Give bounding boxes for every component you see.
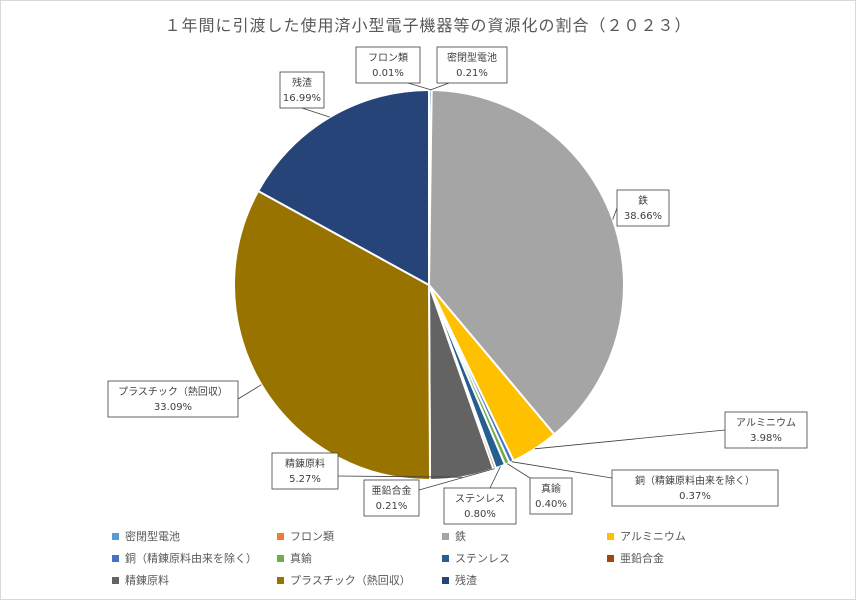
data-label-category: 亜鉛合金 <box>372 484 412 497</box>
data-label-value: 33.09% <box>154 402 192 413</box>
legend-item: 真鍮 <box>277 549 442 567</box>
legend-label: 残渣 <box>455 574 477 587</box>
leader-line-3 <box>612 207 618 220</box>
data-label-value: 0.37% <box>679 491 711 502</box>
legend-label: 精錬原料 <box>125 574 169 587</box>
leader-line-1 <box>430 82 450 91</box>
data-label-category: ステンレス <box>455 494 505 505</box>
legend-label: アルミニウム <box>620 530 686 543</box>
legend-swatch <box>277 576 284 584</box>
data-label-box <box>436 46 508 84</box>
legend-label: ステンレス <box>455 552 510 565</box>
data-label-6: 真鍮 0.40% <box>529 477 573 515</box>
data-label-3: 鉄 38.66% <box>616 189 670 227</box>
legend-label: 真鍮 <box>290 552 312 565</box>
legend-item: アルミニウム <box>607 527 772 545</box>
legend-swatch <box>607 532 614 540</box>
data-label-category: 鉄 <box>638 194 648 207</box>
data-label-9: 精錬原料 5.27% <box>271 452 339 490</box>
data-label-value: 0.21% <box>456 68 488 79</box>
leader-lines <box>237 82 726 491</box>
data-label-11: 残渣 16.99% <box>279 71 325 109</box>
data-label-2: フロン類 0.01% <box>355 46 421 84</box>
legend-swatch <box>112 554 119 562</box>
legend-item: 精錬原料 <box>112 571 277 589</box>
legend-item: 亜鉛合金 <box>607 549 772 567</box>
data-label-box <box>279 71 325 109</box>
legend-swatch <box>277 532 284 540</box>
legend-item: フロン類 <box>277 527 442 545</box>
leader-line-5 <box>511 461 613 479</box>
legend-item: ステンレス <box>442 549 607 567</box>
legend-swatch <box>277 554 284 562</box>
data-label-box <box>107 380 239 418</box>
legend-swatch <box>607 554 614 562</box>
legend-label: 鉄 <box>455 530 466 543</box>
data-label-box <box>724 411 808 449</box>
data-label-box <box>529 477 573 515</box>
pie-slices <box>233 88 625 482</box>
chart-title: １年間に引渡した使用済小型電子機器等の資源化の割合（２０２３） <box>164 16 692 35</box>
data-label-value: 0.40% <box>535 499 567 510</box>
pie-slice-3 <box>427 89 625 436</box>
data-label-box <box>443 487 517 525</box>
data-label-box <box>611 469 779 507</box>
legend-swatch <box>112 576 119 584</box>
data-label-category: 残渣 <box>292 76 312 89</box>
legend-item: 銅（精錬原料由来を除く） <box>112 549 277 567</box>
legend-item: 残渣 <box>442 571 607 589</box>
leader-line-6 <box>506 463 531 479</box>
data-label-value: 38.66% <box>624 211 662 222</box>
leader-line-10 <box>237 384 262 400</box>
data-label-category: フロン類 <box>368 52 408 64</box>
data-label-5: 銅（精錬原料由来を除く） 0.37% <box>611 469 779 507</box>
legend-label: 銅（精錬原料由来を除く） <box>125 552 257 565</box>
legend-swatch <box>442 532 449 540</box>
leader-line-9 <box>337 475 463 478</box>
data-label-category: 真鍮 <box>541 482 561 495</box>
leader-line-11 <box>301 107 330 118</box>
data-label-4: アルミニウム 3.98% <box>724 411 808 449</box>
data-label-value: 5.27% <box>289 474 321 485</box>
legend-swatch <box>442 554 449 562</box>
data-label-category: プラスチック（熱回収） <box>118 385 228 398</box>
leader-line-4 <box>534 429 726 450</box>
data-label-category: 密閉型電池 <box>447 51 497 64</box>
data-label-value: 0.21% <box>376 501 408 512</box>
legend-label: フロン類 <box>290 530 334 543</box>
legend-label: 密閉型電池 <box>125 530 180 543</box>
data-label-value: 3.98% <box>750 433 782 444</box>
data-labels: 密閉型電池 0.21% フロン類 0.01% 鉄 38.66% アルミニウム 3.98% 銅（精… <box>107 46 808 525</box>
pie-slice-10 <box>233 189 432 482</box>
legend-label: 亜鉛合金 <box>620 552 664 565</box>
leader-line-2 <box>407 82 432 91</box>
legend-label: プラスチック（熱回収） <box>290 574 411 587</box>
data-label-box <box>363 479 420 517</box>
data-label-10: プラスチック（熱回収） 33.09% <box>107 380 239 418</box>
legend-swatch <box>442 576 449 584</box>
data-label-category: 銅（精錬原料由来を除く） <box>635 474 755 487</box>
data-label-category: アルミニウム <box>736 417 796 429</box>
data-label-box <box>616 189 670 227</box>
data-label-8: 亜鉛合金 0.21% <box>363 479 420 517</box>
legend-item: 鉄 <box>442 527 607 545</box>
data-label-box <box>271 452 339 490</box>
legend: 密閉型電池 フロン類 鉄 アルミニウム銅（精錬原料由来を除く） 真鍮 ステンレス 亜鉛合金精… <box>112 527 832 589</box>
data-label-7: ステンレス 0.80% <box>443 487 517 525</box>
data-label-1: 密閉型電池 0.21% <box>436 46 508 84</box>
data-label-value: 0.01% <box>372 68 404 79</box>
leader-line-7 <box>489 466 501 489</box>
data-label-value: 0.80% <box>464 509 496 520</box>
legend-item: 密閉型電池 <box>112 527 277 545</box>
leader-line-8 <box>418 468 495 491</box>
data-label-category: 精錬原料 <box>285 457 325 470</box>
legend-item: プラスチック（熱回収） <box>277 571 442 589</box>
data-label-value: 16.99% <box>283 93 321 104</box>
legend-swatch <box>112 532 119 540</box>
data-label-box <box>355 46 421 84</box>
